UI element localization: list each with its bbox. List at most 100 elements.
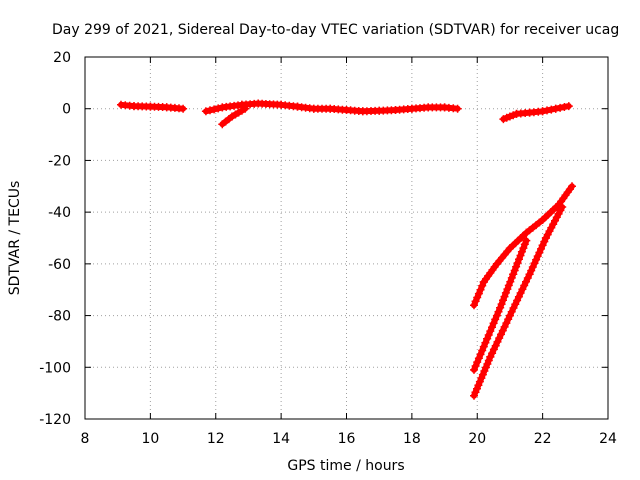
- series-point: [512, 262, 521, 271]
- series-point: [241, 104, 250, 113]
- series-point: [474, 354, 483, 363]
- series-point: [568, 182, 576, 191]
- series-point: [494, 307, 503, 316]
- series-point: [504, 315, 513, 324]
- x-tick-label: 14: [272, 431, 290, 447]
- series-point: [518, 285, 527, 294]
- series-point: [528, 263, 537, 271]
- series-point: [453, 104, 462, 113]
- series-point: [501, 288, 510, 297]
- series-point: [525, 270, 534, 279]
- x-tick-label: 22: [534, 431, 552, 447]
- series-point: [475, 377, 484, 386]
- series-point: [471, 362, 480, 370]
- series-point: [500, 322, 509, 331]
- series-point: [473, 293, 482, 302]
- series-point: [498, 326, 507, 335]
- series-point: [497, 300, 506, 309]
- series-point: [527, 266, 536, 275]
- series-point: [483, 360, 492, 368]
- series-point: [523, 274, 532, 282]
- y-tick-label: -120: [39, 412, 71, 428]
- series-point: [179, 104, 188, 113]
- series-point: [483, 334, 492, 343]
- series-point: [500, 292, 509, 301]
- y-axis-label: SDTVAR / TECUs: [7, 181, 23, 296]
- series-point: [502, 319, 511, 328]
- series-point: [556, 103, 565, 112]
- series-point: [481, 363, 490, 372]
- series-point: [503, 285, 512, 294]
- series-point: [478, 346, 487, 355]
- series-point: [504, 281, 513, 290]
- series-point: [476, 350, 485, 359]
- x-tick-label: 20: [468, 431, 486, 447]
- series-point: [497, 330, 505, 339]
- series-point: [554, 209, 563, 218]
- series-point: [551, 216, 559, 225]
- series-point: [514, 292, 523, 301]
- x-tick-label: 8: [81, 431, 90, 447]
- series-point: [507, 273, 516, 282]
- series-point: [517, 247, 526, 256]
- series-point: [477, 374, 486, 383]
- series-point: [551, 104, 560, 113]
- series-point: [499, 296, 507, 305]
- series-point: [488, 349, 497, 358]
- series-point: [510, 266, 519, 275]
- series-point: [505, 311, 514, 320]
- x-tick-label: 12: [207, 431, 225, 447]
- series-point: [516, 289, 525, 297]
- y-tick-label: -60: [48, 257, 71, 273]
- series-point: [513, 296, 522, 305]
- series-point: [470, 301, 478, 310]
- series-point: [489, 345, 498, 354]
- series-point: [540, 237, 549, 246]
- x-axis-label: GPS time / hours: [287, 458, 404, 474]
- series-point: [537, 244, 545, 253]
- series-point: [516, 251, 525, 260]
- series-point: [471, 297, 480, 306]
- series-point: [206, 106, 214, 115]
- series-point: [564, 102, 573, 111]
- series-point: [484, 356, 493, 365]
- series-point: [481, 338, 490, 347]
- series-point: [474, 381, 483, 390]
- y-tick-label: -40: [48, 205, 71, 221]
- series-point: [509, 270, 518, 279]
- series-point: [522, 236, 531, 245]
- series-point: [535, 248, 544, 257]
- series-point: [520, 240, 529, 249]
- series-point: [488, 323, 496, 332]
- series-point: [470, 391, 478, 400]
- series-point: [509, 304, 518, 312]
- series-point: [486, 327, 495, 336]
- series-point: [480, 367, 489, 375]
- series-point: [560, 103, 569, 111]
- series-point: [515, 255, 523, 264]
- series-point: [520, 281, 529, 290]
- series-point: [543, 106, 551, 115]
- series-point: [496, 303, 505, 312]
- series-point: [474, 289, 483, 298]
- x-tick-label: 10: [141, 431, 159, 447]
- series-point: [484, 331, 493, 339]
- y-tick-label: -20: [48, 153, 71, 169]
- y-tick-label: -80: [48, 309, 71, 325]
- series-point: [506, 277, 515, 286]
- y-tick-label: -100: [39, 360, 71, 376]
- series-point: [543, 230, 552, 239]
- series-point: [201, 107, 210, 116]
- series-point: [495, 334, 504, 343]
- series-point: [489, 319, 498, 328]
- y-tick-label: 20: [53, 50, 71, 66]
- series-point: [513, 259, 522, 267]
- series-point: [479, 342, 488, 351]
- axis-ticks: 8 10 12 14 16 18 20 22 24 -120 -100 -80 -60 -40 -20 0 20: [39, 50, 617, 447]
- series-point: [538, 107, 547, 116]
- series-point: [476, 285, 485, 294]
- x-tick-label: 24: [599, 431, 617, 447]
- series-point: [473, 358, 482, 367]
- series-point: [470, 365, 478, 374]
